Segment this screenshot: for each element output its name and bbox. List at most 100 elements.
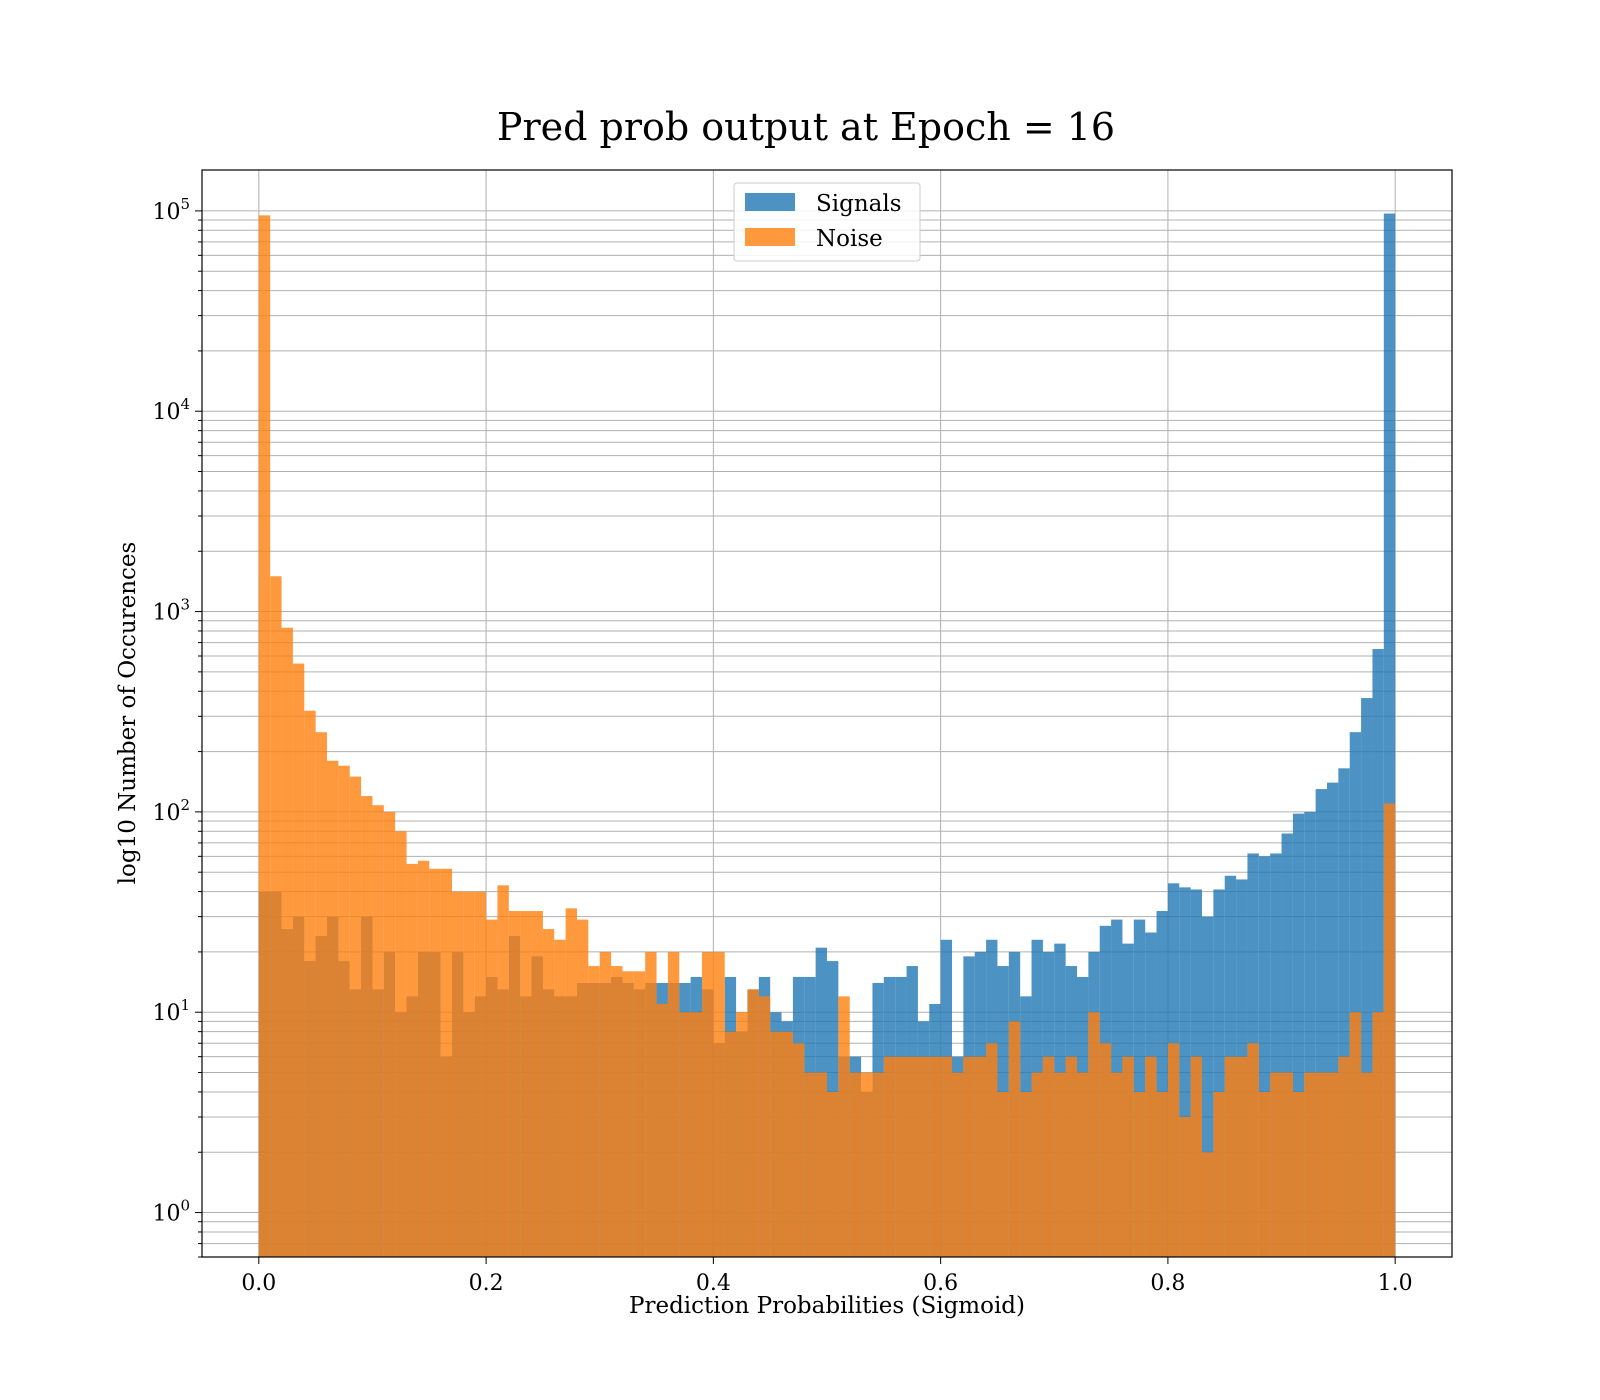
histogram-bar-noise xyxy=(781,1031,793,1257)
histogram-bar-noise xyxy=(372,805,384,1257)
histogram-bar-noise xyxy=(440,868,452,1257)
histogram-bar-noise xyxy=(986,1043,998,1257)
histogram-bar-noise xyxy=(952,1072,964,1257)
histogram-bar-noise xyxy=(804,1072,816,1257)
histogram-bar-signals xyxy=(1270,853,1282,1257)
histogram-bar-noise xyxy=(667,951,680,1257)
histogram-bar-noise xyxy=(1383,803,1396,1257)
histogram-bar-noise xyxy=(1008,1021,1021,1257)
histogram-bar-noise xyxy=(1133,1091,1146,1257)
histogram-bar-noise xyxy=(327,760,339,1257)
histogram-bar-noise xyxy=(974,1056,987,1257)
histogram-bar-noise xyxy=(1145,1056,1157,1257)
histogram-bar-noise xyxy=(406,863,418,1257)
x-tick-label: 0.0 xyxy=(241,1271,276,1296)
histogram-bar-noise xyxy=(1202,1152,1214,1257)
histogram-bar-signals xyxy=(1327,782,1339,1257)
histogram-bar-signals xyxy=(1338,768,1350,1257)
histogram-bar-noise xyxy=(940,1056,952,1257)
x-tick-label: 0.4 xyxy=(696,1271,731,1296)
y-tick-label: 103 xyxy=(152,596,190,626)
histogram-bar-noise xyxy=(417,860,430,1257)
x-tick-label: 0.6 xyxy=(923,1271,958,1296)
histogram-bar-noise xyxy=(383,811,396,1257)
legend-label-noise: Noise xyxy=(816,226,883,252)
histogram-bar-signals xyxy=(1315,789,1327,1257)
histogram-bar-noise xyxy=(611,966,623,1257)
histogram-bar-noise xyxy=(1338,1056,1350,1257)
histogram-bar-noise xyxy=(1236,1056,1248,1257)
histogram-bar-noise xyxy=(361,796,373,1257)
histogram-bar-noise xyxy=(486,919,498,1257)
histogram-bar-noise xyxy=(906,1056,918,1257)
chart-title: Pred prob output at Epoch = 16 xyxy=(497,105,1115,149)
x-axis-label: Prediction Probabilities (Sigmoid) xyxy=(629,1293,1025,1319)
histogram-bar-noise xyxy=(736,1012,748,1257)
histogram-bar-signals xyxy=(1372,649,1384,1257)
histogram-bar-noise xyxy=(565,908,577,1257)
histogram-bar-signals xyxy=(1349,732,1362,1257)
histogram-bar-signals xyxy=(1179,887,1191,1257)
histogram-bar-noise xyxy=(1372,1012,1384,1257)
histogram-bar-noise xyxy=(1349,1012,1362,1257)
histogram-bar-noise xyxy=(1247,1043,1259,1257)
histogram-bar-noise xyxy=(917,1056,930,1257)
histogram-bar-noise xyxy=(1327,1072,1339,1257)
histogram-bar-noise xyxy=(1054,1072,1066,1257)
histogram-bar-noise xyxy=(452,891,464,1257)
histogram-bar-noise xyxy=(542,929,555,1257)
histogram-bar-noise xyxy=(997,1091,1009,1257)
histogram-bar-noise xyxy=(258,215,271,1258)
histogram-bar-noise xyxy=(770,1031,782,1257)
x-tick-label: 0.2 xyxy=(469,1271,504,1296)
histogram-bar-noise xyxy=(1020,1091,1032,1257)
y-tick-label: 101 xyxy=(152,996,190,1026)
histogram-bar-noise xyxy=(702,951,714,1257)
histogram-bar-noise xyxy=(395,831,407,1257)
histogram-bar-noise xyxy=(747,989,759,1257)
histogram-bar-noise xyxy=(520,911,532,1257)
histogram-bar-noise xyxy=(281,627,293,1257)
histogram-bar-noise xyxy=(622,971,634,1257)
legend: Signals Noise xyxy=(733,182,921,262)
histogram-bar-noise xyxy=(1224,1056,1237,1257)
histogram-bar-noise xyxy=(1111,1072,1123,1257)
plot-area-frame xyxy=(201,169,1453,1258)
histogram-bar-noise xyxy=(463,891,475,1257)
histogram-bar-noise xyxy=(815,1072,827,1257)
histogram-bar-noise xyxy=(849,1072,862,1257)
histogram-bar-noise xyxy=(1167,1043,1180,1257)
legend-swatch-noise xyxy=(745,228,795,246)
y-tick-label: 100 xyxy=(152,1197,190,1227)
histogram-bar-noise xyxy=(1042,1056,1055,1257)
histogram-bar-noise xyxy=(531,911,543,1257)
histogram-bar-noise xyxy=(599,951,612,1257)
histogram-bar-noise xyxy=(861,1072,873,1257)
y-axis-label: log10 Number of Occurences xyxy=(115,542,141,885)
histogram-bar-noise xyxy=(497,885,509,1257)
legend-swatch-signals xyxy=(745,193,795,211)
histogram-bar-noise xyxy=(679,1012,691,1257)
histogram-bar-noise xyxy=(1156,1091,1168,1257)
histogram-bar-noise xyxy=(1258,1091,1271,1257)
histogram-bar-noise xyxy=(1088,1012,1100,1257)
histogram-bar-noise xyxy=(758,996,771,1257)
histogram-bar-noise xyxy=(656,1003,668,1257)
axis-ticks: 0.0 0.2 0.4 0.6 0.8 1.0 100 101 102 103 104 105 xyxy=(152,195,1412,1296)
histogram-bar-signals xyxy=(1258,856,1271,1257)
histogram-bar-signals xyxy=(1361,698,1373,1257)
histogram-bar-noise xyxy=(872,1072,884,1257)
histogram-bar-noise xyxy=(1099,1043,1112,1257)
histogram-bar-noise xyxy=(1315,1072,1327,1257)
histogram-bar-noise xyxy=(645,951,657,1257)
histogram-bar-noise xyxy=(1304,1072,1316,1257)
histogram-bar-signals xyxy=(1292,813,1305,1257)
histogram-bar-noise xyxy=(690,1012,702,1257)
histogram-bar-noise xyxy=(713,951,725,1257)
histogram-bar-noise xyxy=(895,1056,907,1257)
histogram-bar-signals xyxy=(1304,811,1316,1257)
y-tick-label: 104 xyxy=(152,395,190,425)
histogram-bar-noise xyxy=(1213,1091,1225,1257)
histogram-bar-noise xyxy=(1179,1116,1191,1257)
histogram-bar-noise xyxy=(1270,1072,1282,1257)
